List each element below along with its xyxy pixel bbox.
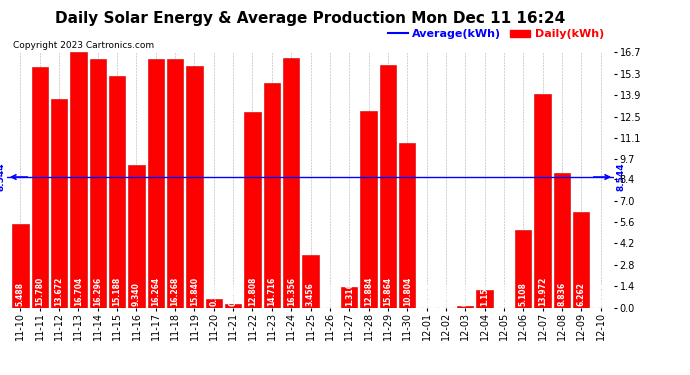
Bar — [148, 59, 164, 308]
Text: 5.488: 5.488 — [16, 282, 25, 306]
Bar — [360, 111, 377, 308]
Text: 12.808: 12.808 — [248, 276, 257, 306]
Text: 1.152: 1.152 — [480, 282, 489, 306]
Text: Daily Solar Energy & Average Production Mon Dec 11 16:24: Daily Solar Energy & Average Production … — [55, 11, 566, 26]
Text: 10.804: 10.804 — [403, 276, 412, 306]
Text: 15.840: 15.840 — [190, 276, 199, 306]
Bar — [12, 224, 29, 308]
Text: 0.000: 0.000 — [442, 282, 451, 306]
Bar — [51, 99, 68, 308]
Text: 13.972: 13.972 — [538, 276, 547, 306]
Text: 6.262: 6.262 — [577, 282, 586, 306]
Text: 8.544: 8.544 — [0, 163, 6, 191]
Text: 8.836: 8.836 — [558, 282, 566, 306]
Bar — [515, 230, 531, 308]
Bar — [302, 255, 319, 308]
Bar — [380, 65, 396, 308]
Text: 12.884: 12.884 — [364, 276, 373, 306]
Text: 16.264: 16.264 — [151, 276, 160, 306]
Bar — [399, 142, 415, 308]
Text: 14.716: 14.716 — [267, 276, 276, 306]
Bar — [167, 59, 184, 308]
Text: 15.780: 15.780 — [35, 276, 44, 306]
Bar — [573, 212, 589, 308]
Text: 0.000: 0.000 — [596, 282, 605, 306]
Bar — [534, 94, 551, 308]
Text: 15.188: 15.188 — [112, 276, 121, 306]
Bar — [476, 290, 493, 308]
Text: 3.456: 3.456 — [306, 282, 315, 306]
Text: Copyright 2023 Cartronics.com: Copyright 2023 Cartronics.com — [13, 41, 154, 50]
Text: 5.108: 5.108 — [519, 282, 528, 306]
Text: 0.100: 0.100 — [461, 282, 470, 306]
Bar — [457, 306, 473, 308]
Bar — [70, 53, 87, 308]
Text: 0.000: 0.000 — [326, 282, 335, 306]
Bar — [186, 66, 203, 308]
Legend: Average(kWh), Daily(kWh): Average(kWh), Daily(kWh) — [384, 25, 609, 44]
Text: 16.296: 16.296 — [93, 276, 102, 306]
Bar — [109, 76, 126, 307]
Text: 0.568: 0.568 — [209, 282, 218, 306]
Text: 0.000: 0.000 — [500, 282, 509, 306]
Text: 16.356: 16.356 — [286, 277, 295, 306]
Text: 15.864: 15.864 — [384, 276, 393, 306]
Bar — [341, 287, 357, 308]
Bar — [283, 58, 299, 308]
Text: 8.544: 8.544 — [616, 163, 625, 191]
Bar — [264, 83, 280, 308]
Text: 0.000: 0.000 — [422, 282, 431, 306]
Text: 13.672: 13.672 — [55, 276, 63, 306]
Bar — [553, 172, 570, 308]
Bar — [32, 66, 48, 308]
Text: 0.248: 0.248 — [228, 282, 237, 306]
Bar — [206, 299, 222, 307]
Bar — [128, 165, 145, 308]
Bar — [225, 304, 241, 307]
Text: 1.316: 1.316 — [345, 282, 354, 306]
Text: 16.704: 16.704 — [74, 276, 83, 306]
Bar — [90, 58, 106, 308]
Bar — [244, 112, 261, 308]
Text: 9.340: 9.340 — [132, 282, 141, 306]
Text: 16.268: 16.268 — [170, 276, 179, 306]
